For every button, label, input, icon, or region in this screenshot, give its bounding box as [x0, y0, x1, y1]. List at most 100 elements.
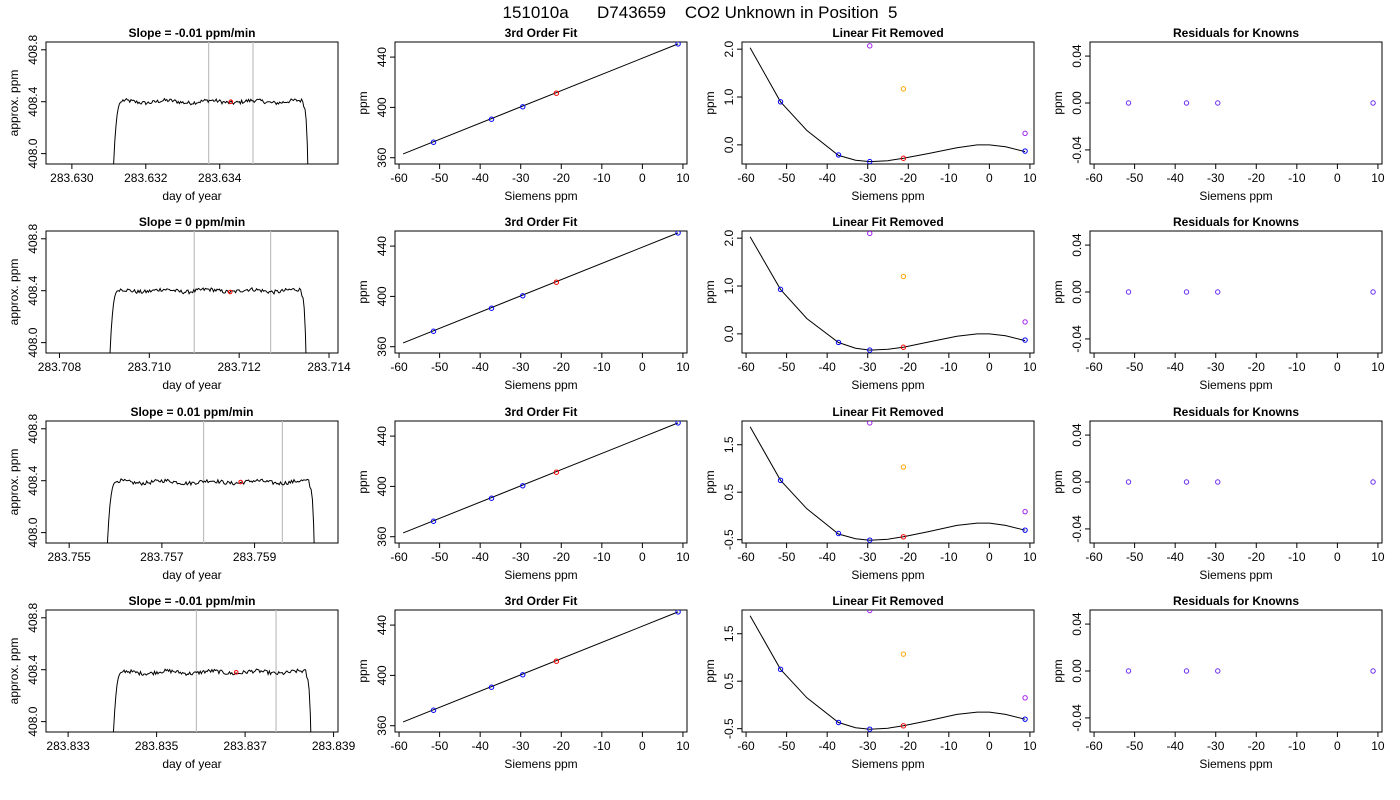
- y-tick-label: 1.0: [722, 277, 736, 294]
- x-tick-label: -30: [859, 360, 877, 374]
- data-point-residual: [1370, 100, 1376, 106]
- trace-line: [106, 478, 315, 543]
- y-tick-label: 440: [375, 236, 389, 256]
- panel-fit-row-3: 3rd Order Fit -60 -50 -40 -30 -20 -10 0 10 Siemen…: [356, 594, 690, 771]
- sample-marker: [238, 479, 243, 485]
- plot-frame: [741, 420, 1035, 544]
- panel-fit-row-0: 3rd Order Fit -60 -50 -40 -30 -20 -10 0 10 Siemen…: [356, 26, 690, 203]
- y-tick-label: 1.0: [722, 88, 736, 105]
- x-tick-label: 283.837: [223, 739, 267, 753]
- panel-title: 3rd Order Fit: [505, 405, 578, 419]
- data-point-residual: [1215, 479, 1221, 485]
- x-axis-label: Siemens ppm: [504, 568, 577, 582]
- x-tick-label: -10: [940, 171, 958, 185]
- x-tick-label: -40: [471, 550, 489, 564]
- fit-line: [402, 43, 679, 155]
- x-tick-label: 283.634: [198, 171, 242, 185]
- data-point-residual: [1183, 289, 1190, 295]
- data-point-blue: [867, 347, 873, 353]
- x-axis-label: day of year: [162, 378, 221, 392]
- panel-title: Slope = 0 ppm/min: [139, 215, 245, 229]
- y-axis-label: ppm: [703, 91, 717, 114]
- y-tick-label: 360: [375, 715, 389, 735]
- y-tick-label: 408.4: [26, 275, 40, 305]
- x-axis-label: Siemens ppm: [851, 189, 924, 203]
- x-tick-label: -30: [512, 360, 530, 374]
- x-tick-label: -20: [553, 360, 571, 374]
- y-tick-label: 0.04: [1070, 423, 1084, 447]
- plot-frame: [45, 41, 339, 165]
- x-tick-label: -30: [512, 739, 530, 753]
- data-point-red: [553, 279, 560, 285]
- data-point-residual: [1215, 668, 1221, 674]
- x-axis-label: Siemens ppm: [504, 189, 577, 203]
- data-layer: [1125, 100, 1376, 106]
- y-tick-label: 400: [375, 665, 389, 685]
- plot-frame: [1089, 609, 1383, 733]
- plot-frame: [741, 230, 1035, 354]
- data-point-residual: [1183, 668, 1190, 674]
- x-tick-label: -60: [737, 550, 755, 564]
- data-point-blue: [675, 610, 681, 615]
- x-tick-label: -20: [900, 550, 918, 564]
- fit-line: [402, 611, 679, 723]
- plot-frame: [394, 609, 688, 733]
- y-tick-label: 360: [375, 526, 389, 546]
- panel-title: Slope = 0.01 ppm/min: [130, 405, 253, 419]
- x-tick-label: -60: [390, 739, 408, 753]
- x-tick-label: -60: [390, 171, 408, 185]
- x-tick-label: -20: [553, 171, 571, 185]
- x-tick-label: 10: [1023, 550, 1037, 564]
- y-tick-label: 408.8: [26, 34, 40, 64]
- data-layer: [749, 421, 1028, 543]
- y-tick-label: 0.04: [1070, 44, 1084, 68]
- x-axis-label: Siemens ppm: [504, 757, 577, 771]
- x-tick-label: -50: [778, 739, 796, 753]
- panel-title: Linear Fit Removed: [832, 26, 943, 40]
- data-point-blue: [777, 286, 784, 293]
- data-point-residual: [1370, 479, 1376, 485]
- plot-frame: [394, 41, 688, 165]
- x-tick-label: 283.839: [312, 739, 356, 753]
- x-tick-label: 283.712: [217, 360, 261, 374]
- y-tick-label: 0.0: [722, 136, 736, 153]
- x-tick-label: -20: [553, 739, 571, 753]
- data-point-residual: [1370, 289, 1376, 295]
- x-tick-label: -50: [778, 360, 796, 374]
- plot-frame: [1089, 230, 1383, 354]
- x-tick-label: -60: [737, 171, 755, 185]
- y-tick-label: 1.5: [722, 625, 736, 642]
- data-point-blue: [777, 477, 784, 484]
- x-axis-label: day of year: [162, 189, 221, 203]
- y-axis-label: approx. ppm: [7, 449, 21, 516]
- data-point-red: [553, 469, 560, 475]
- data-point-blue: [835, 530, 842, 537]
- data-point-blue: [430, 328, 437, 334]
- data-point-blue: [520, 293, 526, 299]
- x-tick-label: -10: [1288, 550, 1306, 564]
- x-tick-label: 0: [1334, 360, 1341, 374]
- y-tick-label: 408.0: [26, 327, 40, 357]
- y-tick-label: 408.0: [26, 706, 40, 736]
- x-axis-label: Siemens ppm: [1199, 189, 1272, 203]
- y-tick-label: 0.5: [722, 673, 736, 690]
- y-tick-label: 408.8: [26, 602, 40, 632]
- data-layer: [749, 231, 1028, 353]
- x-tick-label: 10: [1023, 171, 1037, 185]
- x-tick-label: -40: [818, 550, 836, 564]
- data-point-violet: [867, 231, 873, 237]
- y-tick-label: 0.0: [722, 325, 736, 342]
- panel-title: Linear Fit Removed: [832, 594, 943, 608]
- x-axis-label: Siemens ppm: [1199, 568, 1272, 582]
- x-tick-label: -10: [1288, 360, 1306, 374]
- x-tick-label: -30: [1207, 739, 1225, 753]
- data-point-violet: [867, 421, 873, 426]
- x-tick-label: 0: [639, 550, 646, 564]
- x-tick-label: -10: [1288, 171, 1306, 185]
- x-tick-label: -20: [1248, 550, 1266, 564]
- x-axis-label: Siemens ppm: [851, 757, 924, 771]
- x-tick-label: -60: [390, 360, 408, 374]
- x-axis-label: Siemens ppm: [1199, 378, 1272, 392]
- y-tick-label: -0.04: [1070, 325, 1084, 353]
- data-point-blue: [1022, 337, 1028, 343]
